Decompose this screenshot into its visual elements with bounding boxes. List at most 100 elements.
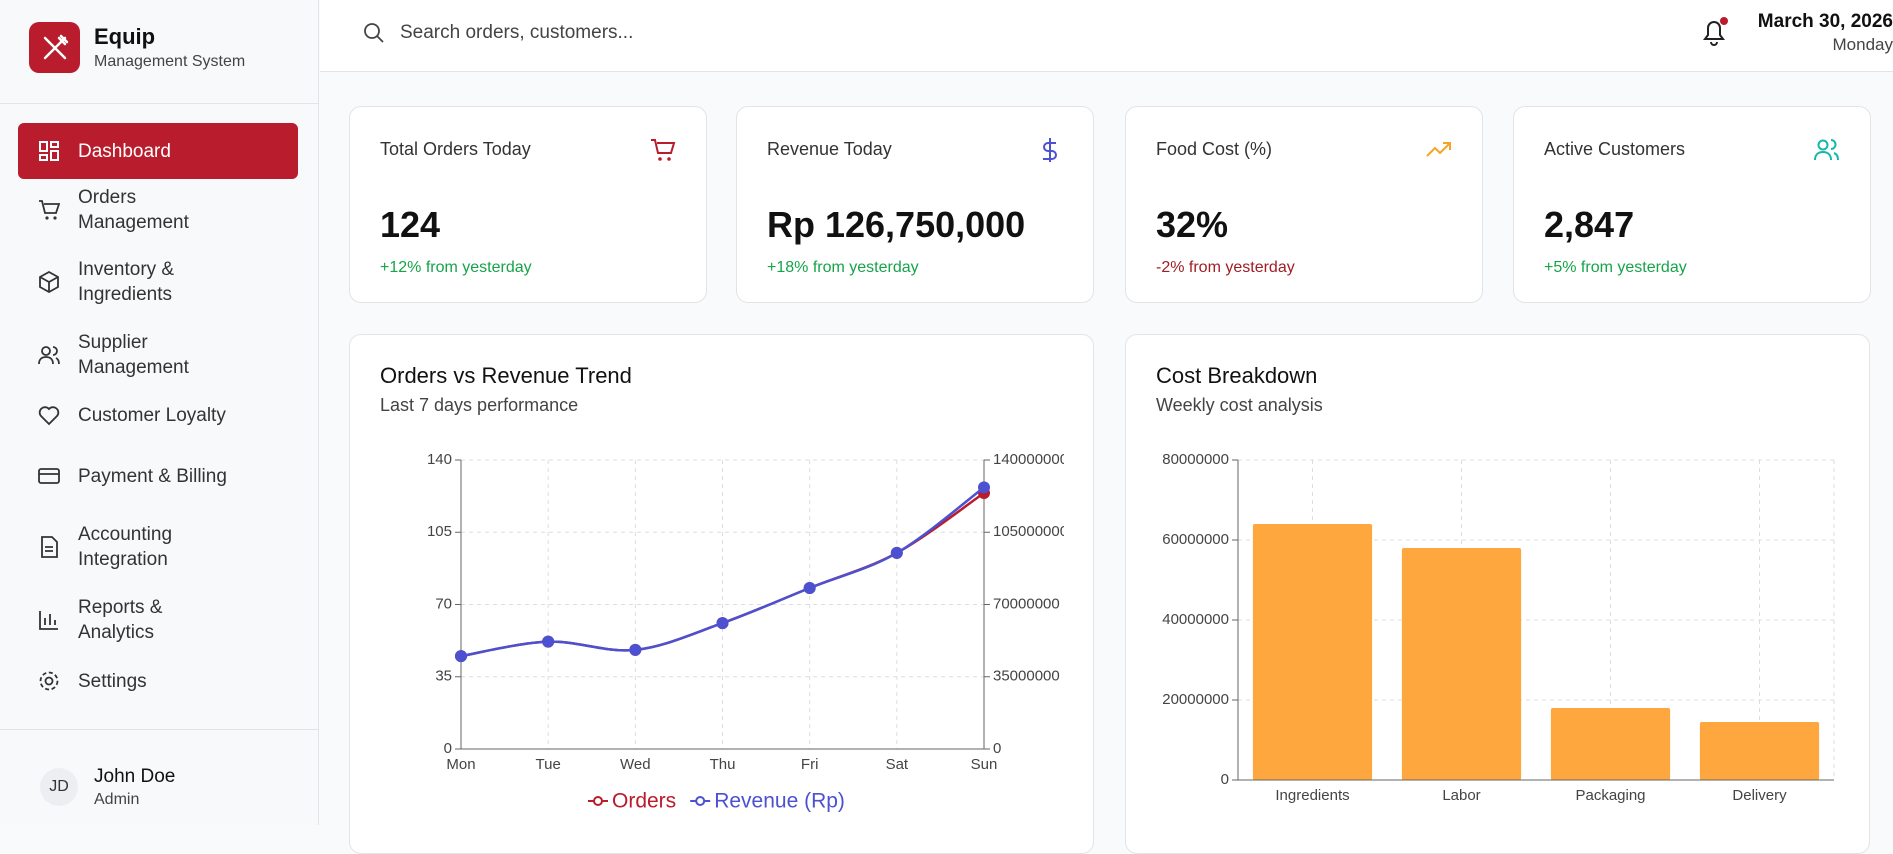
point [542,635,555,648]
kpi-card: Revenue Today Rp 126,750,000 +18% from y… [736,106,1094,303]
kpi-value: Rp 126,750,000 [767,204,1026,245]
kpi-label: Active Customers [1544,139,1686,159]
y-tick-label: 0 [444,740,452,757]
kpi-card: Active Customers 2,847 +5% from yesterda… [1513,106,1871,303]
point [629,643,642,656]
divider [0,103,319,104]
nav-label: Supplier Management [78,332,189,378]
x-tick-label: Mon [446,756,475,773]
legend-marker [593,796,603,806]
y2-tick-label: 140000000 [993,451,1068,468]
x-tick-label: Fri [801,756,819,773]
nav-item[interactable]: Supplier Management [18,331,298,379]
nav-icon [41,536,58,558]
nav-label: Reports & Analytics [78,597,163,643]
y2-tick-label: 35000000 [993,668,1060,685]
divider [0,729,319,730]
logo [29,22,80,73]
point [803,581,816,594]
x-tick-label: Thu [710,756,736,773]
bar [1699,722,1820,780]
kpi-icon [1814,139,1839,161]
nav-icon [39,671,59,691]
notification-bell[interactable] [1700,16,1730,48]
x-tick-label: Ingredients [1275,787,1349,804]
bar [1252,524,1373,780]
point [716,617,729,630]
y-tick-label: 105 [427,523,452,540]
search-icon [364,23,384,43]
nav-icon [39,200,60,220]
kpi-card: Food Cost (%) 32% -2% from yesterday [1125,106,1483,303]
nav-icon [38,346,60,365]
point [455,650,467,663]
chart-title: Orders vs Revenue Trend [380,363,632,388]
legend-label: Revenue (Rp) [714,790,845,813]
chart-subtitle: Last 7 days performance [380,395,579,415]
y-tick-label: 40000000 [1162,611,1229,628]
nav-label: Accounting Integration [78,524,173,570]
legend-marker [695,796,706,806]
kpi-icon [651,139,676,161]
legend-label: Orders [612,790,676,813]
bar [1401,548,1522,780]
kpi-card: Total Orders Today 124 +12% from yesterd… [349,106,707,303]
nav-icon [38,468,60,484]
weekday: Monday [1832,35,1893,54]
header: Search orders, customers... March 30, 20… [320,0,1893,72]
kpi-value: 2,847 [1544,204,1635,245]
line-chart: 0 35 70 105 140 0 35000000 70000000 105000000 140… [427,451,1068,813]
logo-icon [43,34,69,60]
date: March 30, 2026 [1757,11,1893,32]
kpi-change: +18% from yesterday [767,259,919,276]
nav-item[interactable]: Customer Loyalty [18,391,298,439]
avatar: JD [40,768,78,806]
nav-icon [38,406,60,426]
kpi-value: 124 [380,204,441,245]
nav-item[interactable]: Settings [18,657,298,705]
user-role: Admin [94,791,140,808]
y2-tick-label: 105000000 [993,523,1068,540]
x-tick-label: Sun [971,756,998,773]
y-tick-label: 0 [1221,771,1229,788]
x-tick-label: Tue [536,756,561,773]
y2-tick-label: 0 [993,740,1001,757]
kpi-label: Total Orders Today [380,139,531,159]
nav-item[interactable]: Payment & Billing [18,452,298,500]
y-tick-label: 35 [435,668,452,685]
kpi-label: Food Cost (%) [1156,139,1273,159]
nav-icon [39,611,58,630]
point [978,481,990,494]
user-name: John Doe [94,766,176,787]
kpi-change: -2% from yesterday [1156,259,1295,276]
nav-item[interactable]: Dashboard [18,123,298,179]
chart-card: Orders vs Revenue Trend Last 7 days perf… [349,334,1094,854]
kpi-value: 32% [1156,204,1229,245]
y-tick-label: 140 [427,451,452,468]
nav-label: Inventory & Ingredients [78,259,175,305]
search-input[interactable]: Search orders, customers... [400,22,634,43]
x-tick-label: Packaging [1575,787,1645,804]
nav-label: Dashboard [78,140,171,162]
bar [1550,708,1671,780]
y-tick-label: 60000000 [1162,531,1229,548]
x-tick-label: Sat [886,756,909,773]
nav-label: Settings [78,670,147,692]
nav-item[interactable]: Reports & Analytics [18,596,298,644]
nav-item[interactable]: Accounting Integration [18,518,298,576]
brand: Equip [94,24,156,49]
y-tick-label: 20000000 [1162,691,1229,708]
y2-tick-label: 70000000 [993,595,1060,612]
chart-card: Cost Breakdown Weekly cost analysis 0 200… [1125,334,1870,854]
kpi-icon [1426,142,1451,157]
nav-label: Customer Loyalty [78,404,226,426]
y-tick-label: 70 [435,595,452,612]
nav-item[interactable]: Inventory & Ingredients [18,253,298,311]
kpi-icon [1043,138,1057,162]
chart-subtitle: Weekly cost analysis [1156,395,1323,415]
kpi-change: +5% from yesterday [1544,259,1687,276]
nav-item[interactable]: Orders Management [18,186,298,234]
kpi-label: Revenue Today [767,139,892,159]
nav-icon [39,141,59,161]
